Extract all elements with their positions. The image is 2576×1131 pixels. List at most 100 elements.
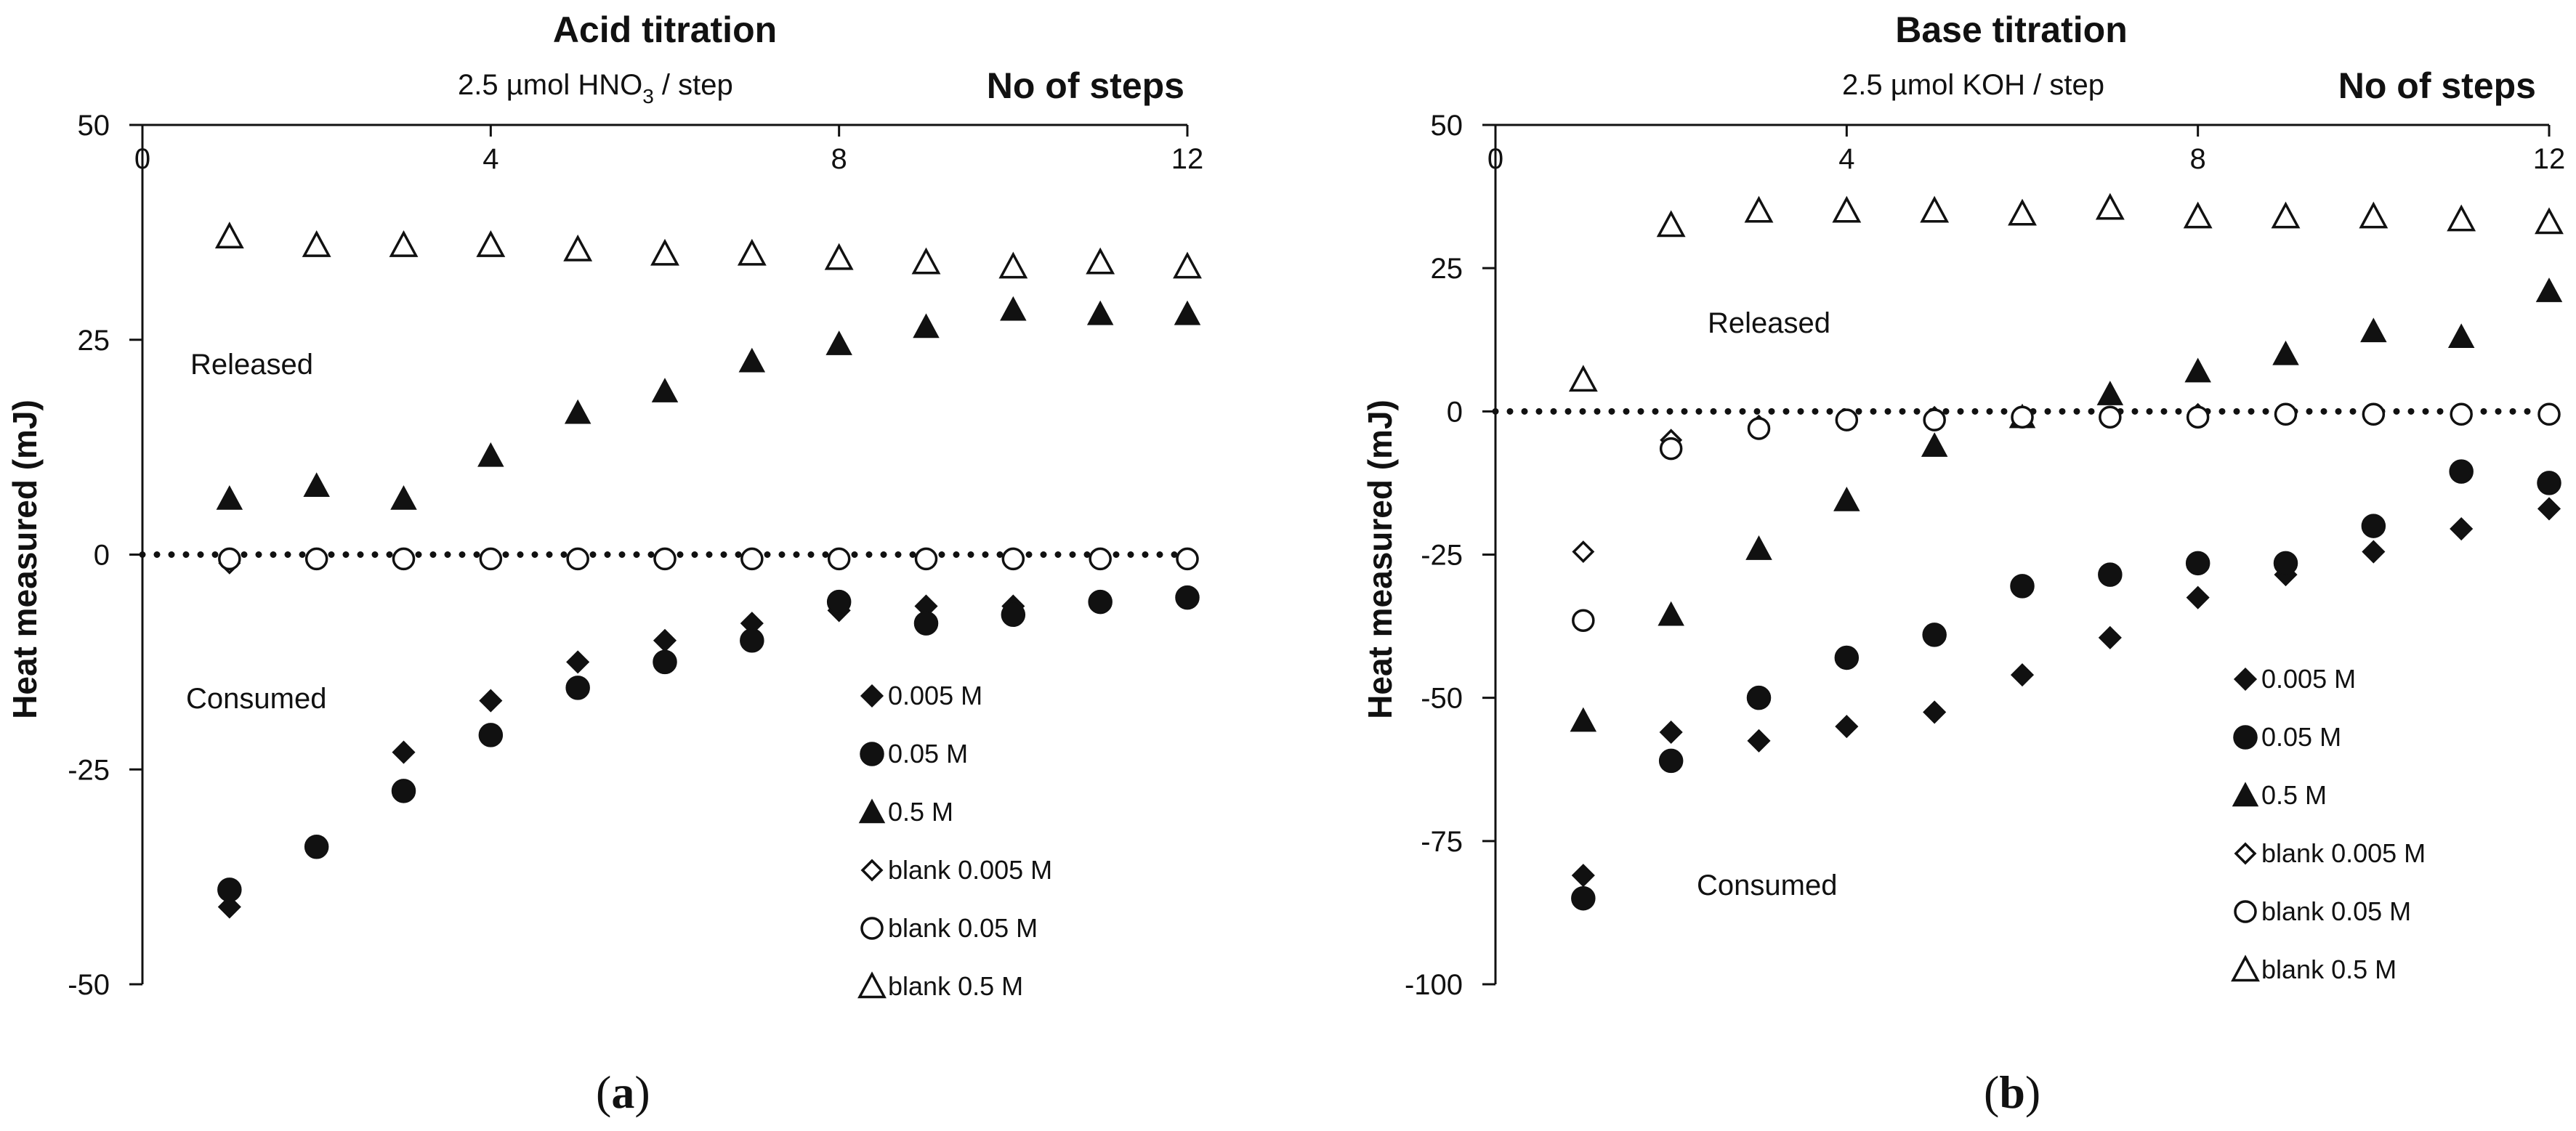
legend-label: blank 0.5 M — [2261, 954, 2397, 984]
data-point — [477, 442, 504, 467]
legend-item: blank 0.5 M — [2231, 954, 2397, 984]
y-tick-label: 50 — [1431, 110, 1463, 142]
data-point — [2096, 381, 2124, 405]
data-point — [2447, 323, 2475, 349]
chart-subtitle: 2.5 µmol KOH / step — [1842, 69, 2104, 101]
data-point — [1089, 547, 1112, 571]
y-tick-label: -25 — [1421, 540, 1463, 572]
series-0-05-m — [217, 585, 1200, 902]
legend-item: 0.5 M — [858, 797, 953, 827]
x-tick-label: 12 — [1171, 143, 1204, 175]
data-point — [1745, 535, 1772, 560]
panel-caption-letter: a — [611, 1066, 634, 1118]
data-point — [1746, 685, 1772, 710]
data-point — [1173, 251, 1202, 279]
y-tick-label: -75 — [1421, 826, 1463, 858]
data-point — [2184, 357, 2211, 383]
annotation-released: Released — [1708, 307, 1830, 339]
data-point — [1832, 195, 1862, 223]
legend-marker — [860, 742, 884, 766]
data-point — [1572, 540, 1595, 564]
series-blank-0-05-m — [218, 547, 1199, 571]
data-point — [2010, 663, 2035, 687]
data-point — [651, 378, 679, 402]
data-point — [740, 547, 764, 571]
y-tick-label: 25 — [78, 325, 110, 357]
data-point — [2537, 497, 2561, 521]
data-point — [1572, 609, 1595, 632]
data-point — [302, 230, 331, 257]
subtitle-prefix: 2.5 µmol HNO — [458, 69, 642, 101]
subtitle-subscript: 3 — [642, 85, 654, 108]
y-tick-label: 0 — [1447, 396, 1463, 428]
data-point — [2359, 201, 2389, 229]
legend-label: blank 0.5 M — [888, 971, 1023, 1001]
data-point — [2183, 201, 2213, 229]
series-0-5-m — [1570, 277, 2563, 732]
data-point — [1920, 195, 1950, 223]
legend-marker — [2234, 900, 2257, 923]
data-point — [2274, 402, 2298, 426]
data-point — [653, 628, 677, 652]
data-point — [2010, 574, 2035, 599]
data-point — [565, 676, 590, 700]
data-point — [1921, 432, 1948, 457]
legend-label: blank 0.05 M — [2261, 896, 2411, 926]
data-point — [911, 247, 941, 275]
data-point — [304, 834, 329, 859]
data-point — [1088, 589, 1113, 615]
data-point — [2361, 514, 2386, 538]
data-point — [1922, 623, 1947, 647]
legend-label: 0.05 M — [888, 739, 968, 769]
data-point — [563, 234, 593, 262]
data-point — [1659, 437, 1683, 461]
legend-label: 0.5 M — [888, 797, 953, 827]
data-point — [827, 547, 851, 571]
data-point — [2450, 516, 2474, 541]
data-point — [1174, 300, 1201, 325]
data-point — [217, 877, 242, 902]
legend-marker — [860, 917, 884, 940]
legend-item: blank 0.05 M — [860, 913, 1038, 943]
data-point — [1571, 864, 1595, 888]
subtitle-prefix: 2.5 µmol KOH / step — [1842, 69, 2104, 101]
data-point — [2098, 625, 2122, 649]
data-point — [2450, 402, 2473, 426]
data-point — [1571, 885, 1596, 911]
data-point — [304, 547, 328, 571]
y-tick-label: -25 — [68, 754, 110, 786]
legend-marker — [2233, 725, 2258, 750]
data-point — [2535, 207, 2564, 235]
legend-item: blank 0.05 M — [2234, 896, 2411, 926]
series-0-05-m — [1571, 459, 2561, 911]
chart-subtitle: 2.5 µmol HNO3 / step — [458, 69, 733, 108]
data-point — [564, 399, 591, 424]
data-point — [998, 251, 1028, 279]
data-point — [1747, 417, 1771, 440]
legend-marker — [858, 798, 886, 824]
data-point — [738, 347, 766, 373]
data-point — [1835, 408, 1859, 431]
data-point — [218, 547, 241, 571]
series-blank-0-5-m — [214, 222, 1202, 279]
data-point — [2098, 562, 2123, 587]
data-point — [2360, 317, 2387, 343]
data-point — [566, 547, 589, 571]
data-point — [1001, 602, 1026, 628]
data-point — [2273, 551, 2298, 576]
legend-marker — [2234, 842, 2257, 865]
legend-item: blank 0.5 M — [857, 971, 1023, 1001]
data-point — [2095, 192, 2125, 220]
data-point — [1835, 715, 1859, 739]
y-tick-label: 0 — [94, 540, 110, 572]
y-tick-label: -50 — [68, 969, 110, 1001]
x-tick-label: 8 — [831, 143, 847, 175]
data-point — [392, 547, 416, 571]
legend-label: blank 0.005 M — [888, 855, 1052, 885]
data-point — [1656, 210, 1686, 238]
y-tick-label: -50 — [1421, 683, 1463, 715]
data-point — [1001, 547, 1025, 571]
annotation-released: Released — [190, 349, 313, 381]
legend-label: 0.5 M — [2261, 780, 2327, 810]
